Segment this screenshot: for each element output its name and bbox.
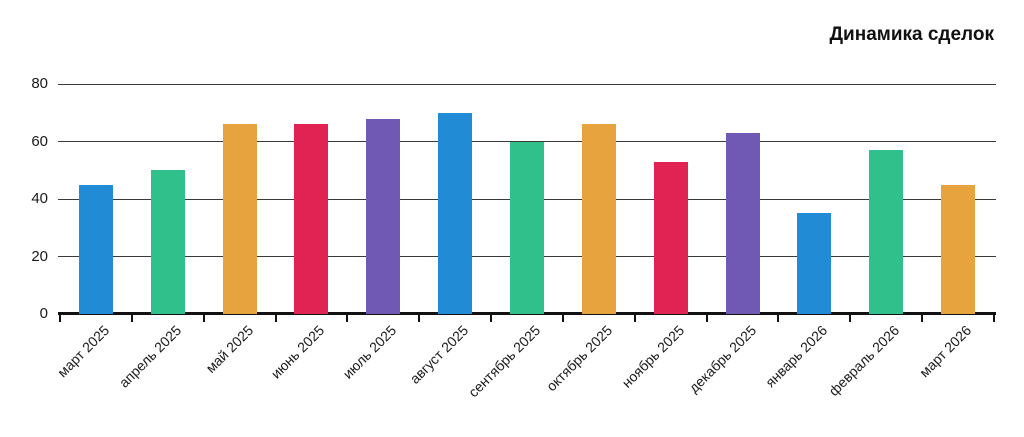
axis-tick: [849, 315, 852, 322]
axis-tick: [705, 315, 708, 322]
x-axis-label: февраль 2026: [825, 322, 903, 399]
x-axis-label: сентябрь 2025: [465, 322, 544, 401]
x-axis-label: июль 2025: [339, 322, 400, 382]
bar[interactable]: [653, 161, 688, 314]
axis-tick: [418, 315, 421, 322]
bar[interactable]: [797, 213, 832, 314]
bar[interactable]: [222, 124, 257, 314]
y-axis-label: 80: [31, 75, 48, 92]
axis-tick: [490, 315, 493, 322]
bar[interactable]: [941, 184, 976, 314]
x-axis-label: октябрь 2025: [542, 322, 616, 395]
x-axis-label: июнь 2025: [268, 322, 328, 382]
axis-tick: [993, 315, 995, 322]
x-axis-label: март 2025: [54, 322, 113, 381]
bar[interactable]: [725, 132, 760, 314]
axis-tick: [59, 315, 61, 322]
x-axis-label: январь 2026: [762, 322, 831, 391]
axis-tick: [561, 315, 564, 322]
x-axis-label: март 2026: [916, 322, 975, 381]
chart-title: Динамика сделок: [829, 24, 994, 45]
x-axis-label: апрель 2025: [115, 322, 185, 391]
y-axis-label: 40: [31, 190, 48, 207]
bar[interactable]: [78, 184, 113, 314]
axis-tick: [633, 315, 636, 322]
bar[interactable]: [510, 141, 544, 314]
gridline: [58, 83, 996, 85]
axis-tick: [202, 315, 205, 322]
y-axis-label: 60: [31, 132, 48, 150]
x-axis-label: декабрь 2025: [685, 322, 759, 396]
x-axis-label: ноябрь 2025: [618, 322, 688, 391]
axis-tick: [346, 315, 349, 322]
axis-tick: [130, 315, 133, 322]
bar[interactable]: [294, 124, 329, 314]
y-axis-label: 0: [39, 305, 48, 322]
bar[interactable]: [150, 170, 185, 314]
x-axis-label: август 2025: [406, 322, 472, 387]
bar[interactable]: [438, 112, 473, 314]
x-axis-label: май 2025: [201, 322, 256, 376]
bar[interactable]: [366, 118, 401, 314]
bar[interactable]: [581, 124, 616, 314]
axis-tick: [274, 315, 277, 322]
axis-tick: [777, 315, 780, 322]
bar[interactable]: [869, 150, 904, 314]
axis-tick: [921, 315, 924, 322]
y-axis-label: 20: [31, 247, 48, 265]
